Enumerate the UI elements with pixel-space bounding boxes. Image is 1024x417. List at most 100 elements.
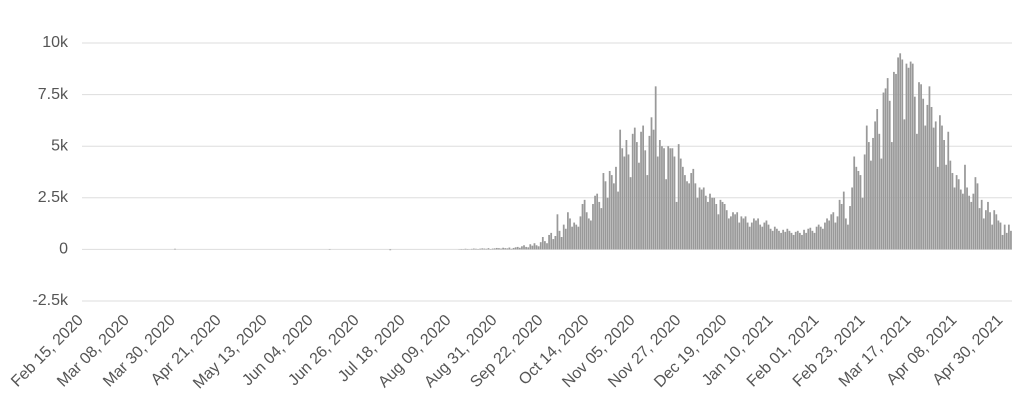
bar (519, 248, 521, 250)
bar (858, 171, 860, 249)
bar (822, 229, 824, 250)
bar (563, 225, 565, 250)
bar (743, 218, 745, 249)
bar (751, 223, 753, 250)
bar (588, 218, 590, 249)
bar (531, 246, 533, 250)
bar (502, 248, 504, 250)
bar (922, 99, 924, 250)
bar (933, 128, 935, 250)
bar (680, 159, 682, 250)
bar (500, 249, 502, 250)
bar (952, 173, 954, 249)
bar (674, 157, 676, 250)
bar (475, 249, 477, 250)
bar (603, 173, 605, 249)
bar (747, 223, 749, 250)
bar (889, 101, 891, 250)
bar (607, 198, 609, 250)
bar (975, 177, 977, 249)
y-tick-label: -2.5k (32, 292, 69, 309)
bar (665, 179, 667, 249)
bar (575, 225, 577, 250)
bar (876, 109, 878, 249)
bar (964, 165, 966, 250)
bar (546, 243, 548, 249)
bar (807, 229, 809, 250)
bar (590, 221, 592, 250)
bar (847, 225, 849, 250)
bar (569, 218, 571, 249)
bar (642, 126, 644, 250)
bar (791, 233, 793, 250)
bar (991, 225, 993, 250)
bar (567, 212, 569, 249)
bar (538, 246, 540, 249)
bar (496, 248, 498, 249)
bar (653, 130, 655, 250)
bar (893, 72, 895, 250)
bar (839, 200, 841, 250)
bar (513, 248, 515, 249)
bar (565, 229, 567, 250)
bar (770, 229, 772, 250)
bar (722, 202, 724, 249)
bar (611, 175, 613, 249)
bar (1004, 225, 1006, 250)
bar (605, 181, 607, 249)
bar (989, 212, 991, 249)
bar (1006, 233, 1008, 250)
bar (870, 161, 872, 250)
bar (759, 225, 761, 250)
bar (550, 233, 552, 250)
bar (860, 175, 862, 249)
bar (544, 241, 546, 249)
bar (789, 231, 791, 250)
bar (941, 126, 943, 250)
bar (634, 128, 636, 250)
bar (626, 140, 628, 249)
bar (465, 249, 467, 250)
bar (613, 183, 615, 249)
bar (592, 204, 594, 249)
bar (805, 233, 807, 250)
bar (960, 190, 962, 250)
y-tick-label: 0 (59, 241, 68, 258)
bar (763, 223, 765, 250)
bar (949, 161, 951, 250)
bar (855, 167, 857, 250)
bar (826, 218, 828, 249)
bar (845, 218, 847, 249)
bar (814, 233, 816, 250)
bar (561, 237, 563, 249)
bar (812, 231, 814, 250)
bar (912, 64, 914, 250)
bar (757, 218, 759, 249)
bar (498, 248, 500, 249)
bar (713, 198, 715, 250)
bar (935, 121, 937, 249)
bar (906, 64, 908, 250)
bar (734, 214, 736, 249)
bar (577, 227, 579, 250)
bar (726, 210, 728, 249)
bar (782, 230, 784, 250)
bar (887, 78, 889, 249)
bar (684, 175, 686, 249)
bar (793, 235, 795, 249)
bar (600, 208, 602, 249)
bar (849, 206, 851, 249)
bar (832, 212, 834, 249)
bar (931, 107, 933, 249)
bar (899, 53, 901, 249)
bar (571, 227, 573, 250)
bar (638, 163, 640, 250)
bar (542, 237, 544, 249)
bar (506, 248, 508, 249)
bar (772, 231, 774, 250)
bar (851, 187, 853, 249)
bar (924, 126, 926, 250)
bar (651, 117, 653, 249)
bar (717, 214, 719, 249)
bar (728, 218, 730, 249)
